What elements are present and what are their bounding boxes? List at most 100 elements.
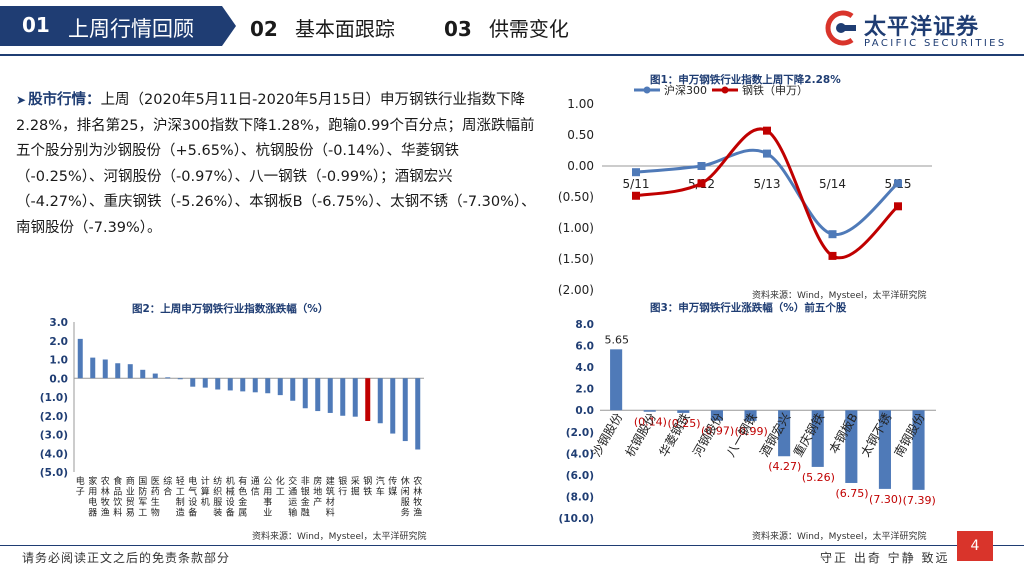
bar-8 xyxy=(177,378,183,380)
tab1-label: 上周行情回顾 xyxy=(68,17,194,41)
y-tick-label: (5.0) xyxy=(40,467,68,479)
category-label-char: 服 xyxy=(401,497,410,508)
fig2-bar-chart: 3.0 2.0 1.0 0.0 (1.0) (2.0) (3.0) (4.0) (5.0) 电子家… xyxy=(40,317,424,519)
y-tick-label: 8.0 xyxy=(575,319,594,331)
category-label-char: 建 xyxy=(326,475,335,487)
market-summary: ➤ 股市行情：上周（2020年5月11日-2020年5月15日）申万钢铁行业指数下… xyxy=(16,88,536,242)
value-label-4: (0.99) xyxy=(735,425,768,438)
category-label-char: 银 xyxy=(301,486,310,498)
x-tick-label: 5/14 xyxy=(819,177,846,191)
category-label-char: 备 xyxy=(188,507,197,519)
y-tick-label: (2.00) xyxy=(558,283,594,297)
category-label-char: 医 xyxy=(151,476,160,487)
bar-6 xyxy=(152,373,158,379)
y-tick-label: (2.0) xyxy=(40,411,68,423)
bar-4 xyxy=(127,364,133,379)
bar-14 xyxy=(252,378,258,393)
bar-27 xyxy=(415,378,421,450)
value-label-5: (4.27) xyxy=(768,460,801,473)
y-tick-label: (4.0) xyxy=(566,448,594,460)
series-0-point-1 xyxy=(697,162,706,170)
category-label-char: 电 xyxy=(76,475,85,487)
series-1-point-4 xyxy=(894,202,902,211)
bar-4 xyxy=(744,410,757,421)
y-tick-label: 1.0 xyxy=(49,355,68,367)
bar-8 xyxy=(878,410,891,489)
category-label-char: 国 xyxy=(138,476,147,487)
fig1-line-chart: 沪深300 钢铁（申万） 1.00 0.50 0.00 (0.50) (1.00) (1.50… xyxy=(558,83,932,297)
fig1-title: 图1：申万钢铁行业指数上周下降2.28% xyxy=(650,74,841,86)
category-label-char: 机 xyxy=(201,496,210,508)
category-label-char: 事 xyxy=(263,496,272,508)
bar-0 xyxy=(610,349,623,411)
footer-divider xyxy=(0,545,1024,546)
tab1-number: 01 xyxy=(22,13,50,37)
category-label-char: 子 xyxy=(76,487,85,498)
category-label-char: 通 xyxy=(288,487,297,498)
category-label-char: 钢 xyxy=(363,475,372,487)
bar-10 xyxy=(202,378,208,388)
footer-disclaimer: 请务必阅读正文之后的免责条款部分 xyxy=(22,551,231,565)
category-label-char: 房 xyxy=(313,475,322,487)
y-tick-label: (8.0) xyxy=(566,491,594,503)
category-label-char: 造 xyxy=(176,507,185,519)
bar-21 xyxy=(340,378,346,416)
bar-3 xyxy=(115,363,121,379)
category-label-char: 铁 xyxy=(363,486,372,498)
tab2-label: 基本面跟踪 xyxy=(294,17,395,41)
y-tick-label: (2.0) xyxy=(566,427,594,439)
category-label-char: 有 xyxy=(238,475,247,487)
bar-26 xyxy=(402,378,408,442)
legend-marker-0 xyxy=(643,86,651,94)
series-1-point-1 xyxy=(697,179,706,188)
category-label-char: 用 xyxy=(263,487,272,498)
bar-7 xyxy=(845,410,858,483)
category-label-char: 纺 xyxy=(213,475,222,487)
bar-18 xyxy=(302,378,308,409)
category-label-char: 媒 xyxy=(388,487,397,498)
bar-5 xyxy=(140,369,146,379)
value-label-9: (7.39) xyxy=(903,494,936,507)
brand-name-cn: 太平洋证券 xyxy=(864,15,980,40)
value-label-0: 5.65 xyxy=(605,333,630,346)
value-label-3: (0.97) xyxy=(701,425,734,438)
category-label-char: 防 xyxy=(138,486,147,498)
y-tick-label: 2.0 xyxy=(575,384,594,396)
fig2-source: 资料来源：Wind，Mysteel，太平洋研究院 xyxy=(252,532,427,542)
fig2-title: 图2：上周申万钢铁行业指数涨跌幅（%） xyxy=(132,303,329,315)
category-label-char: 电 xyxy=(88,496,97,508)
category-label-char: 气 xyxy=(188,486,197,498)
category-label-char: 服 xyxy=(213,497,222,508)
category-label-char: 物 xyxy=(151,507,160,519)
tab-supply-demand[interactable]: 03 供需变化 xyxy=(444,13,569,42)
category-label-char: 农 xyxy=(101,475,110,487)
category-label-char: 非 xyxy=(301,475,310,487)
bar-11 xyxy=(215,378,221,390)
y-tick-label: (1.0) xyxy=(40,392,68,404)
y-tick-label: (1.50) xyxy=(558,252,594,266)
bar-9 xyxy=(190,378,196,387)
category-label-char: 设 xyxy=(188,497,197,508)
category-label-char: 产 xyxy=(313,496,322,508)
tab3-label: 供需变化 xyxy=(488,17,569,41)
bar-12 xyxy=(227,378,233,391)
category-label-char: 家 xyxy=(88,475,97,487)
y-tick-label: 1.00 xyxy=(567,97,594,111)
bar-6 xyxy=(811,410,824,467)
tab-market-review[interactable]: 01 上周行情回顾 xyxy=(0,6,236,46)
bar-25 xyxy=(390,378,396,434)
category-label-char: 地 xyxy=(313,486,322,498)
category-label-char: 休 xyxy=(401,475,410,487)
y-tick-label: (1.00) xyxy=(558,221,594,235)
series-1-point-2 xyxy=(763,126,771,135)
category-label-char: 料 xyxy=(326,507,335,519)
bar-13 xyxy=(240,378,246,392)
fig3-bar-chart: 8.0 6.0 4.0 2.0 0.0 (2.0) (4.0) (6.0) (8.0) (10.0… xyxy=(558,319,936,525)
category-label-char: 银 xyxy=(338,475,347,487)
y-tick-label: 0.50 xyxy=(567,128,594,142)
tab-fundamentals[interactable]: 02 基本面跟踪 xyxy=(250,13,395,42)
category-label-char: 渔 xyxy=(413,508,422,519)
bar-0 xyxy=(77,338,83,379)
category-label-char: 运 xyxy=(288,497,297,508)
series-0-point-4 xyxy=(894,179,902,188)
